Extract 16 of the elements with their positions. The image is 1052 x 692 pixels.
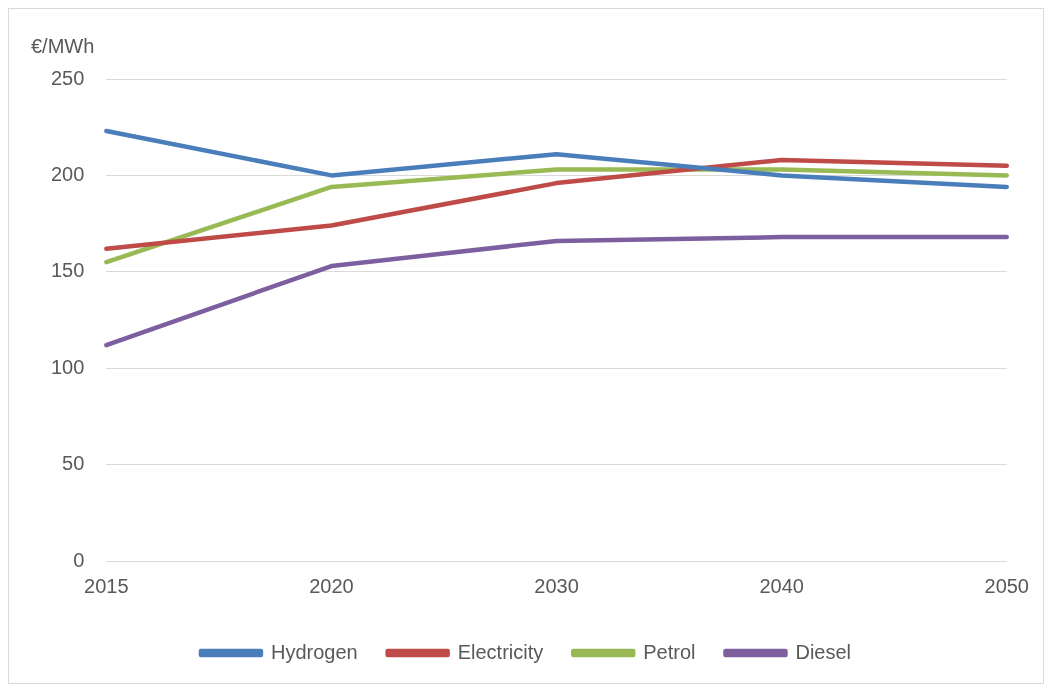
x-tick-label: 2030 (534, 574, 579, 597)
legend-label: Diesel (795, 640, 852, 663)
y-axis-title: €/MWh (31, 34, 95, 57)
legend-label: Hydrogen (270, 640, 358, 663)
y-tick-label: 100 (50, 355, 85, 378)
legend-label: Petrol (643, 640, 696, 663)
x-tick-label: 2020 (309, 574, 354, 597)
legend-label: Electricity (457, 640, 544, 663)
x-tick-label: 2015 (84, 574, 129, 597)
x-tick-label: 2050 (984, 574, 1029, 597)
y-tick-label: 200 (50, 162, 85, 185)
y-tick-label: 150 (50, 259, 85, 282)
y-tick-label: 250 (50, 66, 85, 89)
y-tick-label: 0 (73, 548, 85, 571)
y-tick-label: 50 (62, 452, 85, 475)
x-tick-label: 2040 (759, 574, 804, 597)
